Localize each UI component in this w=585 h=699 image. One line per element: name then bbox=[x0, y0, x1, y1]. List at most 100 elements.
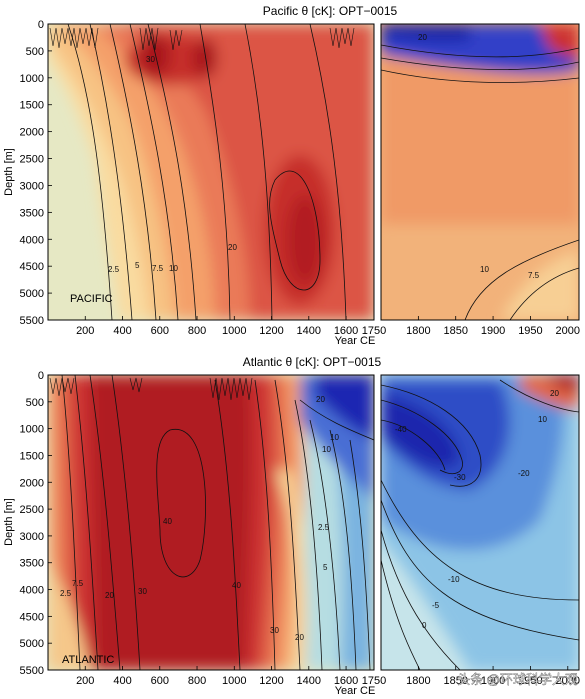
atlantic-contour-label: 2.5 bbox=[318, 523, 330, 532]
x-tick-label: 1200 bbox=[259, 675, 283, 687]
y-tick-label: 3000 bbox=[20, 531, 44, 543]
y-tick-label: 4000 bbox=[20, 585, 44, 597]
pacific-title: Pacific θ [cK]: OPT−0015 bbox=[263, 4, 398, 18]
atlantic-contour-label: 10 bbox=[538, 415, 547, 424]
y-tick-label: 1500 bbox=[20, 100, 44, 112]
pacific-contour-label: 30 bbox=[146, 55, 155, 64]
atlantic-contour-label: 20 bbox=[105, 591, 114, 600]
atlantic-contour-label: 10 bbox=[330, 433, 339, 442]
y-tick-label: 3000 bbox=[20, 180, 44, 192]
x-tick-label: 1600 bbox=[334, 325, 358, 337]
atlantic-contour-labels: 2.5 7.5 20 30 40 40 30 20 10 5 2.5 20 10… bbox=[60, 389, 559, 642]
x-tick-label: 400 bbox=[113, 325, 131, 337]
atlantic-contour-label: -30 bbox=[454, 473, 466, 482]
x-tick-label: 1000 bbox=[222, 325, 246, 337]
y-tick-label: 2000 bbox=[20, 127, 44, 139]
atlantic-contour-label: 7.5 bbox=[72, 579, 84, 588]
y-tick-label: 1000 bbox=[20, 73, 44, 85]
y-tick-label: 4500 bbox=[20, 611, 44, 623]
y-tick-label: 1500 bbox=[20, 450, 44, 462]
pacific-y-ticks: 0 500 1000 1500 2000 2500 3000 3500 4000 4500 5000… bbox=[20, 19, 52, 327]
pacific-left-frame bbox=[47, 23, 375, 321]
x-tick-label: 2000 bbox=[556, 675, 580, 687]
atlantic-x-ticks: 200 400 600 800 1000 1200 1400 1600 1750 1800 1850… bbox=[76, 666, 580, 687]
x-tick-label: 1400 bbox=[297, 325, 321, 337]
x-tick-label: 1800 bbox=[406, 675, 430, 687]
y-tick-label: 4500 bbox=[20, 261, 44, 273]
y-tick-label: 0 bbox=[38, 370, 44, 382]
atlantic-contour-label: -40 bbox=[395, 425, 407, 434]
x-tick-label: 400 bbox=[113, 675, 131, 687]
pacific-contour-label: 10 bbox=[480, 265, 489, 274]
x-tick-label: 1850 bbox=[443, 325, 467, 337]
atlantic-left-field bbox=[48, 375, 374, 670]
x-tick-label: 800 bbox=[188, 675, 206, 687]
atlantic-contour-label: -5 bbox=[432, 601, 440, 610]
atlantic-contour-label: 20 bbox=[316, 395, 325, 404]
y-tick-label: 3500 bbox=[20, 207, 44, 219]
y-tick-label: 5000 bbox=[20, 638, 44, 650]
pacific-contour-label: 10 bbox=[169, 264, 178, 273]
y-tick-label: 2500 bbox=[20, 504, 44, 516]
atlantic-contour-label: -10 bbox=[448, 575, 460, 584]
atlantic-xlabel: Year CE bbox=[335, 685, 376, 697]
atlantic-title: Atlantic θ [cK]: OPT−0015 bbox=[243, 355, 382, 369]
atlantic-contour-label: 40 bbox=[163, 517, 172, 526]
y-tick-label: 2500 bbox=[20, 154, 44, 166]
atlantic-contour-label: 30 bbox=[138, 587, 147, 596]
atlantic-contour-label: 5 bbox=[323, 563, 328, 572]
x-tick-label: 1400 bbox=[297, 675, 321, 687]
y-tick-label: 500 bbox=[26, 46, 44, 58]
atlantic-left-frame bbox=[47, 374, 375, 671]
atlantic-ylabel: Depth [m] bbox=[3, 498, 15, 546]
x-tick-label: 1750 bbox=[362, 675, 386, 687]
atlantic-contour-label: 40 bbox=[232, 581, 241, 590]
pacific-right-frame bbox=[380, 23, 580, 321]
x-tick-label: 2000 bbox=[556, 325, 580, 337]
x-tick-label: 1600 bbox=[334, 675, 358, 687]
pacific-contour-label: 2.5 bbox=[108, 265, 120, 274]
y-tick-label: 2000 bbox=[20, 477, 44, 489]
x-tick-label: 1950 bbox=[518, 325, 542, 337]
x-tick-label: 1950 bbox=[518, 675, 542, 687]
pacific-contour-label: 7.5 bbox=[528, 271, 540, 280]
x-tick-label: 1200 bbox=[259, 325, 283, 337]
atlantic-inner-label: ATLANTIC bbox=[62, 654, 114, 666]
pacific-contour-label: 20 bbox=[228, 243, 237, 252]
pacific-inner-label: PACIFIC bbox=[70, 293, 113, 305]
y-tick-label: 0 bbox=[38, 19, 44, 31]
x-tick-label: 600 bbox=[151, 675, 169, 687]
x-tick-label: 1800 bbox=[406, 325, 430, 337]
watermark-text: 头条 @环球科学大观 bbox=[457, 672, 578, 687]
atlantic-contour-label: 10 bbox=[322, 445, 331, 454]
pacific-left-field bbox=[48, 24, 374, 320]
y-tick-label: 4000 bbox=[20, 234, 44, 246]
y-tick-label: 5500 bbox=[20, 315, 44, 327]
atlantic-contour-label: 20 bbox=[295, 633, 304, 642]
atlantic-contour-label: 2.5 bbox=[60, 589, 72, 598]
atlantic-right-field bbox=[381, 375, 579, 670]
x-tick-label: 1900 bbox=[481, 325, 505, 337]
x-tick-label: 200 bbox=[76, 325, 94, 337]
x-tick-label: 1750 bbox=[362, 325, 386, 337]
x-tick-label: 1850 bbox=[443, 675, 467, 687]
x-tick-label: 600 bbox=[151, 325, 169, 337]
pacific-xlabel: Year CE bbox=[335, 335, 376, 347]
x-tick-label: 1900 bbox=[481, 675, 505, 687]
atlantic-right-frame bbox=[380, 374, 580, 671]
pacific-contour-label: 20 bbox=[418, 33, 427, 42]
pacific-x-ticks: 200 400 600 800 1000 1200 1400 1600 1750 1800 1850… bbox=[76, 316, 580, 337]
pacific-right-field bbox=[381, 24, 579, 320]
atlantic-contour-label: -20 bbox=[518, 469, 530, 478]
atlantic-contour-label: 30 bbox=[270, 626, 279, 635]
x-tick-label: 200 bbox=[76, 675, 94, 687]
pacific-contour-label: 7.5 bbox=[152, 264, 164, 273]
atlantic-contour-label: 20 bbox=[550, 389, 559, 398]
y-tick-label: 500 bbox=[26, 397, 44, 409]
atlantic-contour-label: 0 bbox=[422, 621, 427, 630]
y-tick-label: 3500 bbox=[20, 558, 44, 570]
pacific-contour-label: 5 bbox=[135, 261, 140, 270]
pacific-ylabel: Depth [m] bbox=[3, 148, 15, 196]
x-tick-label: 800 bbox=[188, 325, 206, 337]
